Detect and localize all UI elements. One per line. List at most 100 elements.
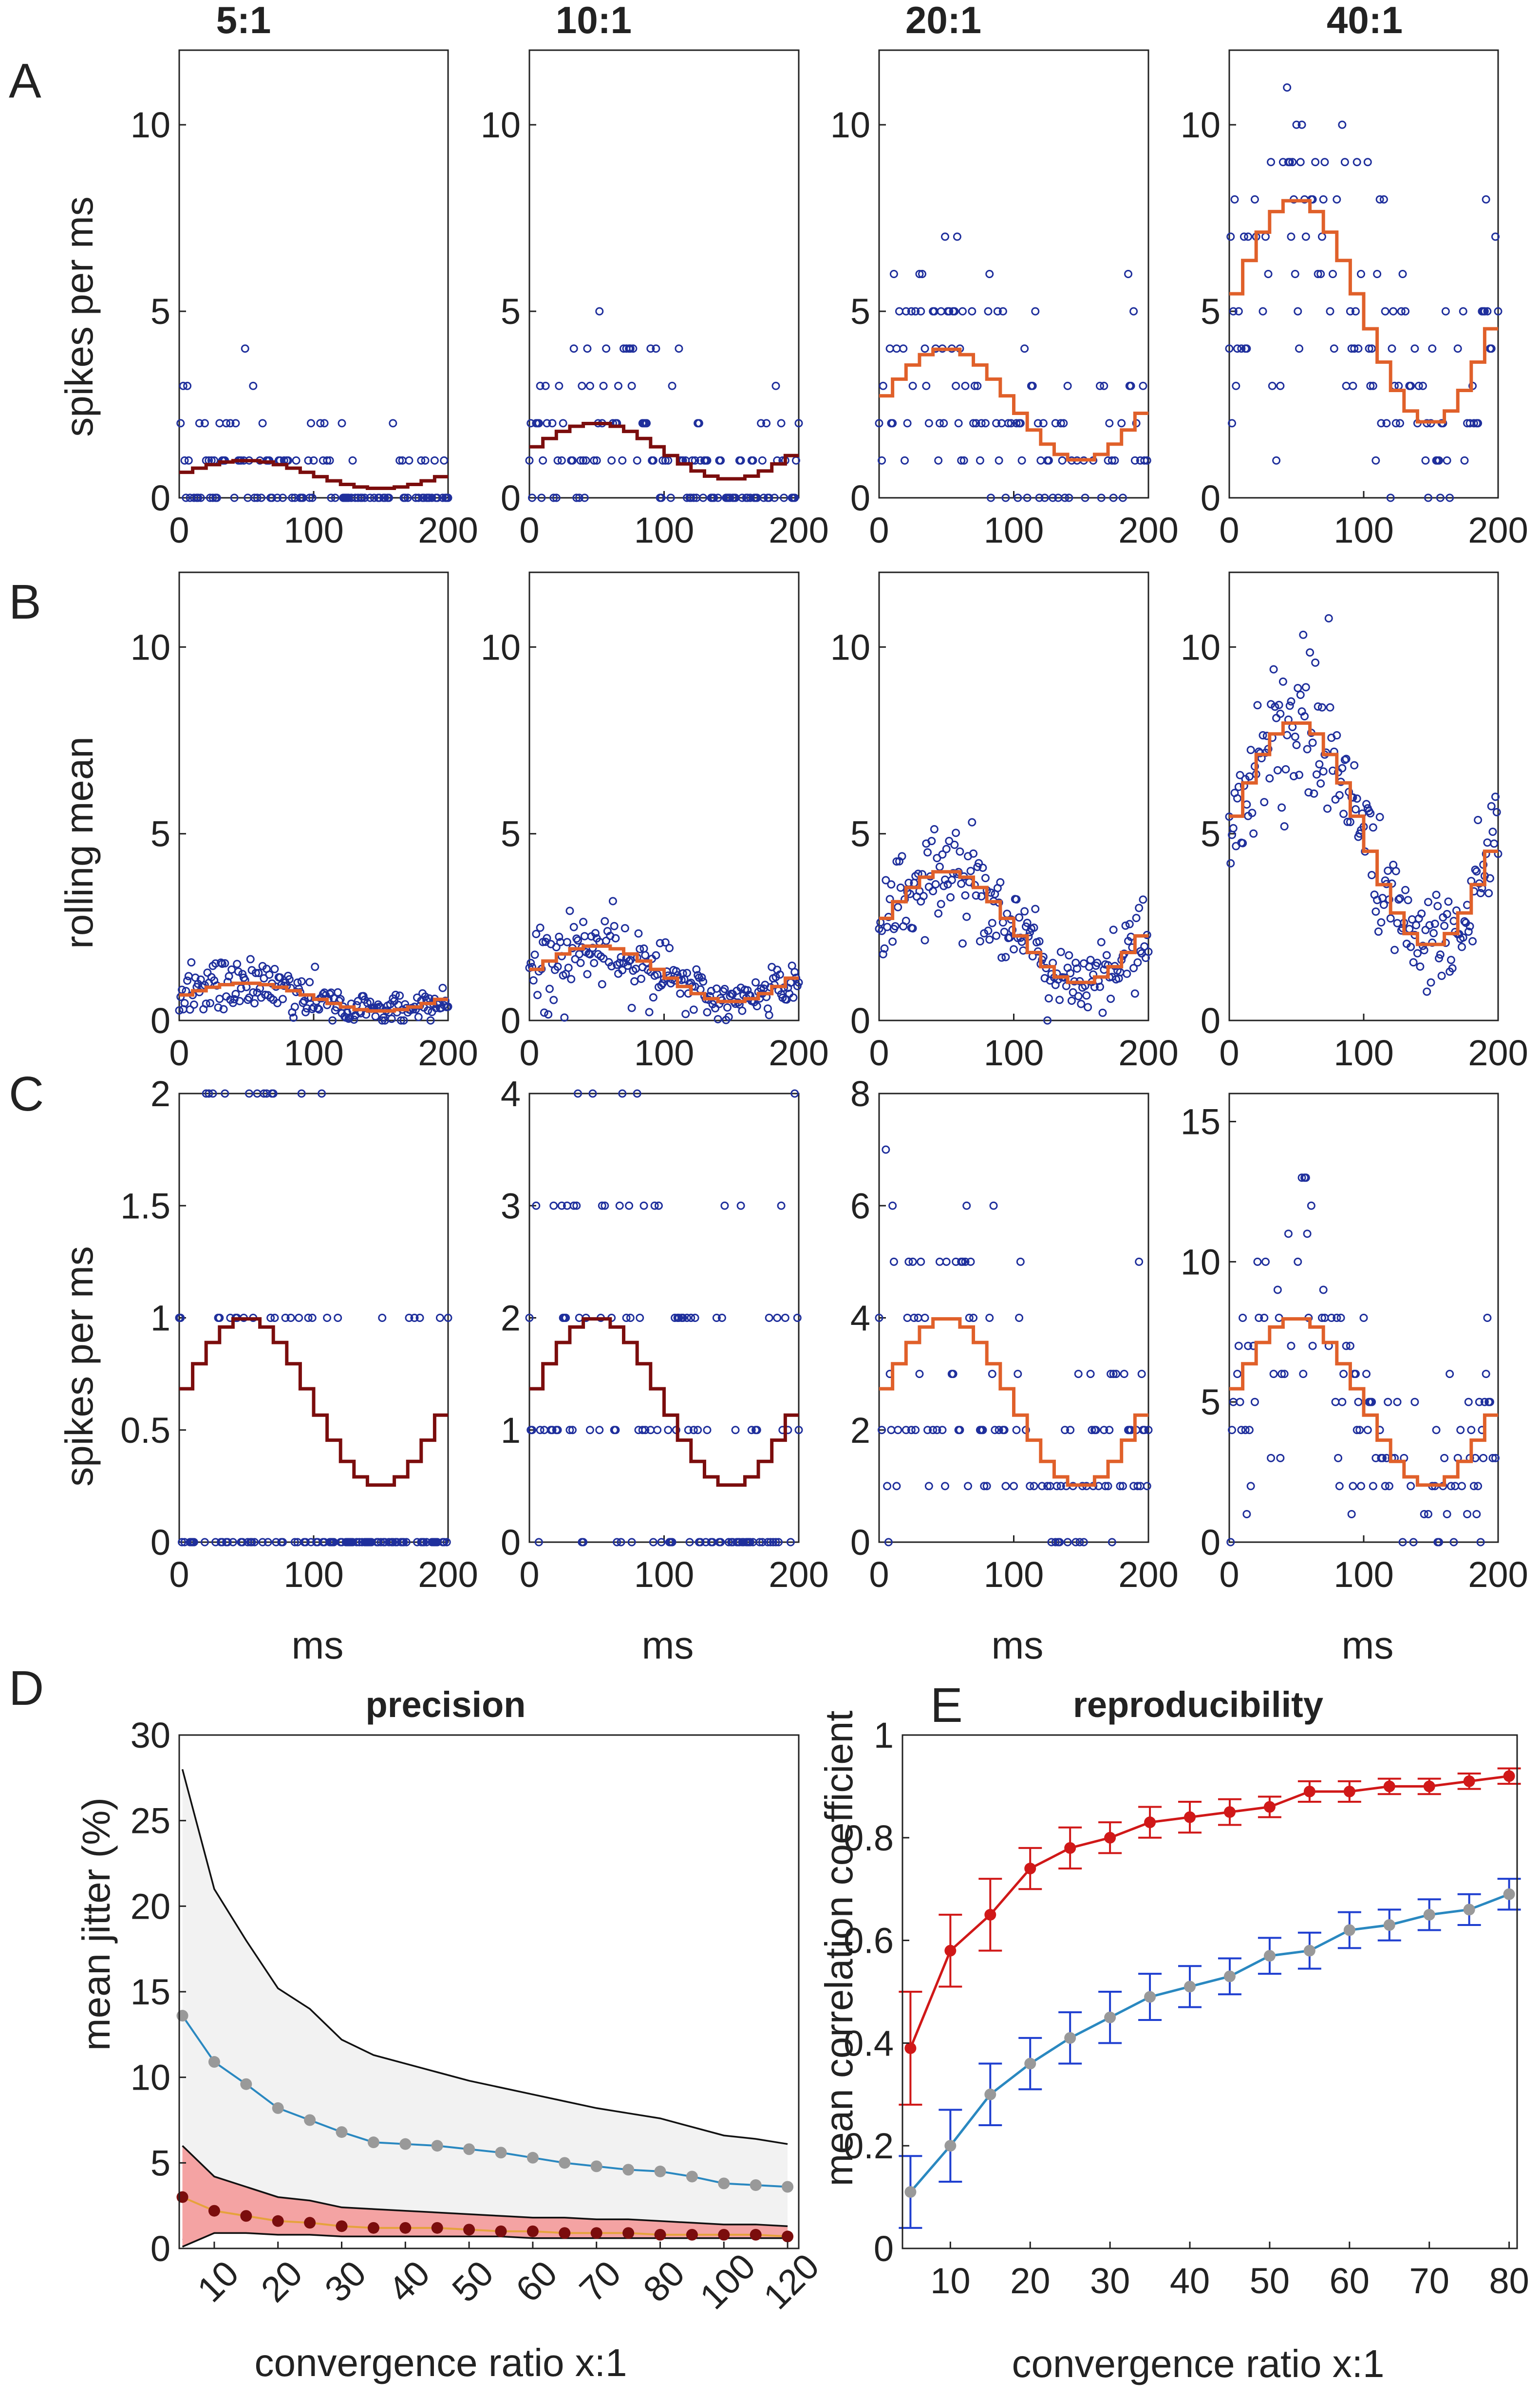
data-point	[1123, 969, 1131, 978]
data-point	[1059, 419, 1068, 428]
data-point	[585, 381, 594, 390]
data-point	[1393, 1397, 1402, 1406]
data-point	[1056, 1482, 1065, 1491]
data-point	[1381, 1482, 1390, 1491]
panel-letter-d: D	[9, 1661, 44, 1716]
data-point	[607, 456, 616, 465]
data-point	[907, 307, 916, 316]
data-point	[970, 381, 979, 390]
data-point	[528, 1426, 537, 1434]
data-point	[1135, 1257, 1144, 1266]
data-point	[549, 493, 558, 502]
data-point	[563, 938, 571, 946]
data-point	[919, 892, 928, 901]
data-point	[183, 976, 192, 985]
data-point	[924, 1482, 933, 1491]
data-point	[1065, 493, 1073, 502]
data-point	[1472, 867, 1481, 876]
data-point	[1377, 918, 1386, 927]
data-point	[251, 968, 260, 977]
data-point	[1320, 158, 1329, 167]
data-point	[215, 1314, 224, 1322]
data-point	[569, 923, 578, 931]
gray-series-point	[431, 2140, 443, 2152]
data-point	[1314, 702, 1322, 711]
red-series-point	[622, 2227, 635, 2239]
data-point	[1276, 709, 1285, 718]
data-point	[1457, 943, 1466, 951]
data-point	[1285, 701, 1294, 710]
data-point	[1474, 815, 1483, 824]
x-tick-label: 0	[519, 1554, 539, 1595]
data-point	[370, 493, 378, 502]
data-point	[1421, 925, 1430, 934]
data-point	[757, 419, 766, 428]
data-point	[1371, 907, 1380, 916]
y-tick-label: 10	[830, 105, 870, 145]
data-point	[988, 1370, 996, 1378]
data-point	[1379, 901, 1388, 909]
data-point	[627, 1003, 636, 1012]
data-point	[1038, 1482, 1047, 1491]
data-point	[202, 1000, 210, 1008]
data-point	[1095, 982, 1104, 991]
data-point	[1253, 1257, 1262, 1266]
data-point	[724, 1013, 733, 1021]
data-point	[961, 1257, 970, 1266]
data-point	[286, 1314, 295, 1322]
data-point	[1487, 802, 1496, 811]
red-series-point	[1223, 1806, 1236, 1818]
data-point	[1390, 945, 1399, 954]
data-point	[553, 963, 562, 971]
data-point	[539, 456, 547, 465]
data-point	[249, 381, 258, 390]
data-point	[645, 1008, 654, 1017]
data-point	[598, 1201, 606, 1210]
data-point	[1418, 381, 1427, 390]
data-point	[1101, 1482, 1110, 1491]
y-tick-label: 6	[850, 1186, 870, 1226]
data-point	[602, 344, 611, 353]
y-tick-label: 10	[830, 627, 870, 667]
data-point	[1097, 938, 1106, 946]
data-point	[599, 381, 608, 390]
data-point	[328, 1016, 337, 1025]
data-point	[1467, 1426, 1476, 1434]
data-point	[1275, 700, 1283, 709]
data-point	[992, 419, 1001, 428]
y-tick-label: 0	[150, 1000, 170, 1041]
data-point	[1366, 809, 1375, 818]
data-point	[1269, 665, 1278, 674]
data-point	[1074, 1370, 1083, 1378]
data-point	[1237, 1426, 1246, 1434]
data-point	[253, 493, 262, 502]
data-point	[1319, 1285, 1328, 1294]
red-series-point	[782, 2230, 794, 2243]
data-point	[790, 968, 799, 977]
data-point	[894, 903, 902, 911]
blue-series-point	[1383, 1919, 1395, 1931]
data-point	[424, 1006, 432, 1015]
rate-step-line	[1229, 721, 1498, 946]
data-point	[1448, 964, 1457, 973]
data-point	[203, 968, 212, 977]
data-point	[182, 493, 190, 502]
data-point	[759, 493, 768, 502]
red-band	[182, 2146, 788, 2247]
data-point	[1308, 738, 1317, 747]
data-point	[790, 493, 799, 502]
data-point	[267, 493, 276, 502]
data-point	[1278, 677, 1287, 686]
data-point	[934, 909, 943, 918]
data-point	[378, 1314, 387, 1322]
data-point	[714, 1015, 722, 1023]
data-point	[225, 972, 233, 981]
data-point	[178, 1538, 187, 1547]
data-point	[1109, 493, 1118, 502]
y-tick-label: 10	[131, 627, 170, 667]
data-point	[1260, 798, 1269, 807]
data-point	[438, 493, 447, 502]
data-point	[557, 1201, 566, 1210]
